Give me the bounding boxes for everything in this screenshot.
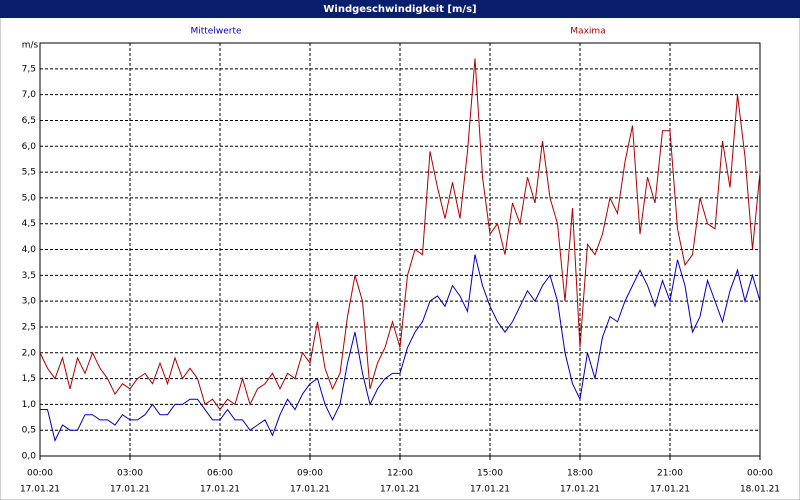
y-tick-label: 0,0: [22, 452, 37, 462]
x-tick-label: 12:00: [387, 469, 413, 479]
y-tick-label: 6,5: [22, 116, 36, 126]
y-tick-label: 4,0: [22, 245, 37, 255]
x-tick-label: 03:00: [117, 469, 143, 479]
y-tick-label: 5,0: [22, 193, 37, 203]
y-tick-label: 1,5: [22, 374, 36, 384]
y-axis-label: m/s: [22, 41, 39, 51]
x-tick-date: 17.01.21: [380, 485, 420, 495]
x-tick-date: 17.01.21: [290, 485, 330, 495]
data-line: [39, 58, 761, 411]
x-tick-date: 18.01.21: [740, 485, 780, 495]
y-tick-label: 7,5: [22, 64, 36, 74]
y-tick-label: 2,5: [22, 322, 36, 332]
x-tick-label: 09:00: [297, 469, 323, 479]
legend-entry: Mittelwerte: [190, 27, 241, 37]
x-tick-label: 06:00: [207, 469, 233, 479]
x-tick-label: 00:00: [747, 469, 773, 479]
y-tick-label: 6,0: [22, 142, 37, 152]
x-tick-date: 17.01.21: [20, 485, 60, 495]
y-tick-label: 5,5: [22, 168, 36, 178]
y-tick-label: 4,5: [22, 219, 36, 229]
y-tick-label: 3,5: [22, 271, 36, 281]
x-tick-label: 18:00: [567, 469, 593, 479]
y-tick-label: 2,0: [22, 348, 37, 358]
y-tick-label: 3,0: [22, 297, 37, 307]
x-tick-label: 00:00: [27, 469, 53, 479]
y-tick-label: 7,0: [22, 90, 37, 100]
title-bar: [0, 0, 800, 18]
legend-entry: Maxima: [570, 27, 605, 37]
data-line: [40, 254, 761, 442]
x-tick-date: 17.01.21: [560, 485, 600, 495]
x-tick-date: 17.01.21: [200, 485, 240, 495]
x-tick-date: 17.01.21: [470, 485, 510, 495]
y-tick-label: 1,0: [22, 400, 37, 410]
x-tick-label: 21:00: [657, 469, 683, 479]
x-tick-date: 17.01.21: [110, 485, 150, 495]
x-tick-date: 17.01.21: [650, 485, 690, 495]
x-tick-label: 15:00: [477, 469, 503, 479]
y-tick-label: 0,5: [22, 426, 36, 436]
chart-title: Windgeschwindigkeit [m/s]: [323, 4, 476, 15]
